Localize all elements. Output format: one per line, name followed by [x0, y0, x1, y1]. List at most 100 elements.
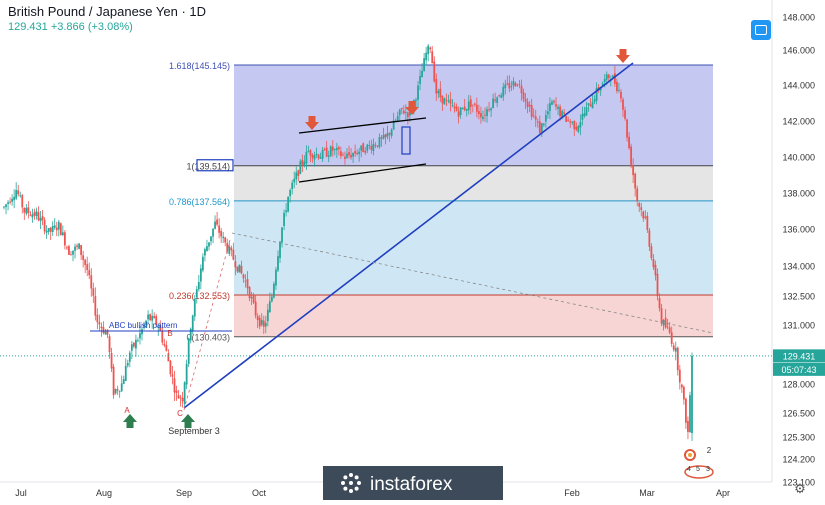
candle-body [532, 115, 535, 117]
date-note-label: September 3 [168, 426, 220, 436]
up-arrow-icon [181, 414, 195, 428]
candle-body [429, 47, 432, 50]
candle-body [317, 154, 320, 159]
candle-body [350, 154, 352, 158]
candle-body [84, 259, 87, 265]
screenshot-button[interactable] [751, 20, 771, 40]
candle-body [76, 245, 78, 247]
candle-body [404, 112, 407, 113]
candle-body [262, 320, 265, 327]
candle-body [250, 297, 253, 299]
chart-title: British Pound / Japanese Yen · 1D [8, 4, 207, 19]
candle-body [526, 101, 529, 107]
candle-body [110, 353, 113, 369]
candle-body [364, 150, 367, 153]
candle-body [49, 227, 52, 232]
candle-body [66, 247, 68, 249]
candle-body [29, 214, 32, 216]
candle-body [305, 151, 308, 164]
candle-body [53, 225, 56, 228]
watermark-banner: instaforex [323, 466, 503, 500]
up-arrow-icon [123, 414, 137, 428]
candle-body [264, 322, 267, 327]
candle-body [137, 340, 139, 342]
candle-body [406, 112, 409, 118]
candle-body [337, 147, 340, 150]
candle-body [376, 145, 379, 147]
candle-body [9, 201, 11, 203]
candle-body [613, 73, 616, 84]
candle-body [212, 228, 214, 237]
candle-body [478, 111, 480, 115]
wave-marker-ellipse [684, 465, 714, 479]
point-b-label: B [167, 329, 172, 338]
candle-body [553, 100, 555, 103]
candle-body [74, 246, 76, 251]
candle-body [27, 207, 30, 214]
candle-body [258, 317, 261, 327]
fib-band [234, 200, 713, 295]
y-axis-tick-label: 144.000 [782, 81, 815, 91]
candle-body [299, 161, 302, 174]
candle-body [35, 211, 38, 217]
candle-body [232, 249, 235, 260]
dashed-abc-leg [183, 239, 231, 411]
candle-body [94, 296, 97, 316]
candle-body [668, 327, 671, 333]
candle-body [471, 104, 474, 106]
candle-body [451, 105, 454, 106]
candle-body [445, 99, 448, 101]
candle-body [417, 85, 419, 100]
x-axis-tick-label: Apr [716, 488, 730, 498]
candle-body [421, 70, 423, 78]
fib-level-label: 0.786(137.564) [169, 197, 230, 207]
candle-body [149, 314, 152, 321]
candle-body [208, 242, 210, 247]
wave-marker-circle [684, 449, 696, 461]
candle-body [672, 345, 675, 350]
candle-body [666, 326, 669, 328]
candle-body [502, 86, 505, 97]
candle-body [19, 195, 22, 197]
candle-body [518, 83, 521, 85]
candle-body [63, 232, 66, 246]
candle-body [88, 270, 91, 276]
candle-body [7, 202, 9, 204]
candle-body [189, 328, 192, 341]
candle-body [506, 83, 509, 85]
candle-body [589, 104, 592, 107]
candle-body [57, 221, 60, 230]
candle-body [329, 146, 332, 156]
candle-body [201, 256, 204, 271]
candle-body [23, 207, 26, 213]
candle-body [398, 109, 401, 116]
candle-body [108, 336, 111, 353]
candle-body [644, 216, 647, 219]
candle-body [342, 154, 344, 156]
candle-body [435, 79, 438, 94]
candle-body [224, 237, 227, 243]
candle-body [102, 327, 105, 334]
candle-body [656, 273, 659, 297]
candle-body [98, 322, 101, 325]
y-axis-tick-label: 134.000 [782, 262, 815, 272]
candle-body [551, 101, 553, 105]
candle-body [494, 99, 497, 101]
settings-gear-icon[interactable]: ⚙ [794, 481, 806, 496]
candle-body [565, 115, 568, 122]
candle-body [246, 279, 249, 289]
candle-body [128, 352, 131, 362]
x-axis-tick-label: Oct [252, 488, 267, 498]
candle-body [96, 314, 99, 323]
candle-body [585, 107, 588, 116]
candle-body [459, 107, 462, 116]
candle-body [307, 151, 310, 153]
candle-body [11, 198, 14, 202]
candle-body [449, 99, 452, 104]
candle-body [293, 178, 296, 183]
candle-body [382, 135, 385, 139]
candle-body [80, 245, 83, 256]
candle-body [611, 75, 614, 78]
